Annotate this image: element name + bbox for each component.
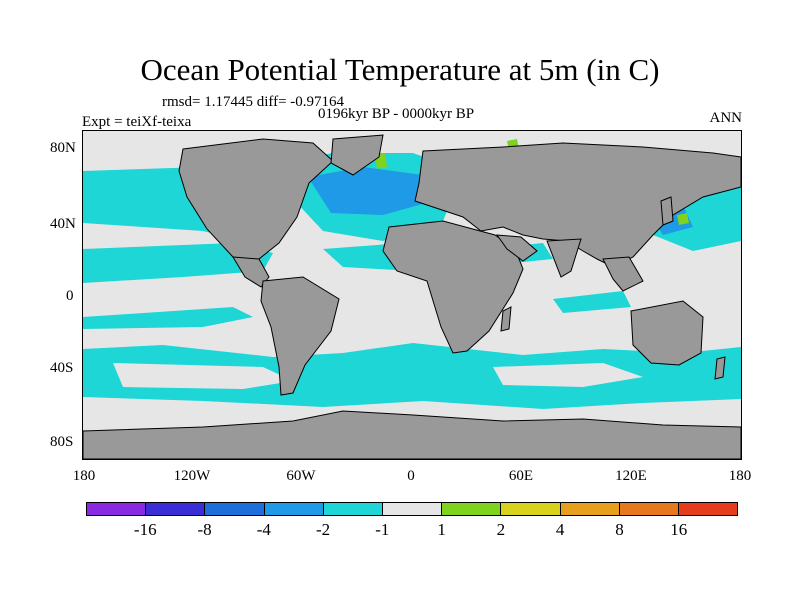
x-tick-label: 0 bbox=[407, 468, 415, 484]
colorbar-label: -4 bbox=[256, 520, 271, 539]
southern-ocean-cool-band bbox=[83, 343, 741, 409]
y-tick-label: 80S bbox=[50, 434, 74, 450]
experiment-label: Expt = teiXf-teixa bbox=[82, 114, 192, 130]
rmsd-diff-text: rmsd= 1.17445 diff= -0.97164 bbox=[162, 94, 345, 110]
land-masses bbox=[83, 134, 741, 459]
x-tick-label: 120E bbox=[615, 468, 647, 484]
colorbar-label: -16 bbox=[133, 520, 157, 539]
y-tick-label: 0 bbox=[66, 288, 74, 304]
colorbar bbox=[86, 502, 738, 516]
australia-land bbox=[630, 300, 704, 366]
colorbar-swatch bbox=[501, 503, 561, 515]
greenland-land bbox=[330, 134, 384, 176]
arabia-land bbox=[495, 234, 538, 262]
colorbar-swatch bbox=[382, 503, 443, 515]
world-map bbox=[83, 134, 741, 459]
tropical-pacific-cool-band bbox=[83, 307, 253, 329]
colorbar-swatch bbox=[264, 503, 324, 515]
indian-subcontinent-land bbox=[546, 238, 582, 278]
colorbar-swatch bbox=[146, 503, 206, 515]
map-frame bbox=[82, 130, 742, 460]
colorbar-label: 1 bbox=[437, 520, 446, 539]
colorbar-swatch bbox=[205, 503, 265, 515]
colorbar-swatch bbox=[678, 503, 738, 515]
kuroshio-warm-patch bbox=[677, 213, 689, 225]
south-america-land bbox=[260, 276, 340, 396]
colorbar-label: 8 bbox=[615, 520, 624, 539]
japan-land bbox=[660, 196, 674, 226]
season-label: ANN bbox=[709, 110, 743, 126]
colorbar-label: -8 bbox=[197, 520, 212, 539]
time-range-subtitle: 0196kyr BP - 0000kyr BP bbox=[318, 106, 475, 122]
x-tick-label: 180 bbox=[72, 468, 96, 484]
y-tick-label: 40N bbox=[50, 216, 76, 232]
southern-ocean-neutral-gap bbox=[113, 363, 293, 389]
x-tick-label: 120W bbox=[173, 468, 211, 484]
colorbar-swatch bbox=[560, 503, 620, 515]
madagascar-land bbox=[500, 306, 512, 332]
southeast-asia-land bbox=[602, 256, 644, 292]
colorbar-label: 4 bbox=[555, 520, 565, 539]
y-tick-label: 40S bbox=[50, 360, 74, 376]
colorbar-label: -2 bbox=[315, 520, 331, 539]
new-zealand-land bbox=[714, 356, 726, 380]
antarctica-land bbox=[83, 410, 741, 459]
colorbar-swatch bbox=[323, 503, 383, 515]
colorbar-label: 16 bbox=[670, 520, 688, 539]
x-tick-label: 60E bbox=[508, 468, 534, 484]
north-atlantic-blue-region bbox=[308, 167, 433, 215]
south-pacific-neutral-gap bbox=[493, 363, 643, 387]
north-america-land bbox=[178, 138, 334, 266]
colorbar-swatch bbox=[87, 503, 147, 515]
indian-ocean-cool-patch bbox=[553, 291, 631, 313]
colorbar-label: -1 bbox=[375, 520, 390, 539]
x-tick-label: 180 bbox=[728, 468, 752, 484]
map-title: Ocean Potential Temperature at 5m (in C) bbox=[140, 52, 660, 87]
colorbar-label: 2 bbox=[496, 520, 506, 539]
y-tick-label: 80N bbox=[50, 140, 76, 156]
x-tick-label: 60W bbox=[286, 468, 316, 484]
colorbar-swatch bbox=[619, 503, 679, 515]
colorbar-swatch bbox=[442, 503, 502, 515]
north-pacific-cool-patch-2 bbox=[83, 243, 273, 283]
